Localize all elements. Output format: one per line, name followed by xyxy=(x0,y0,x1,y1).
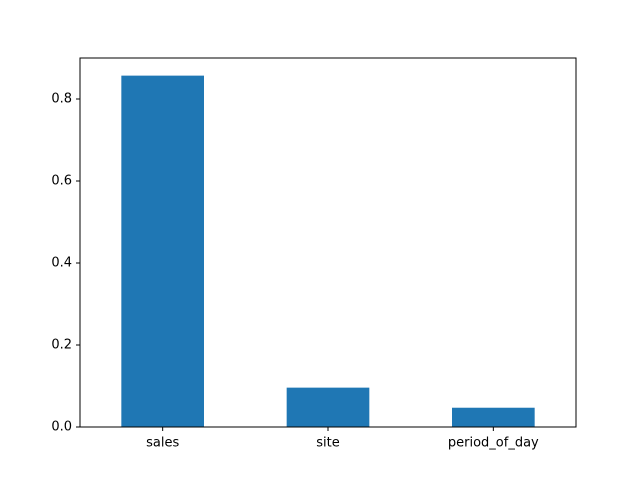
y-tick-label: 0.6 xyxy=(51,174,72,189)
plot-frame xyxy=(79,57,577,428)
bars-group xyxy=(121,75,535,427)
y-tick-label: 0.4 xyxy=(51,256,72,271)
bar-period-of-day xyxy=(452,407,535,427)
y-tick-label: 0.8 xyxy=(51,92,72,107)
x-tick-label-period-of-day: period_of_day xyxy=(448,436,539,451)
bar-sales xyxy=(121,75,204,427)
x-tick-label-sales: sales xyxy=(146,436,179,451)
y-tick-label: 0.0 xyxy=(51,420,72,435)
y-tick-label: 0.2 xyxy=(51,338,72,353)
x-axis: sales site period_of_day xyxy=(146,427,539,451)
bar-site xyxy=(286,387,370,427)
x-tick-label-site: site xyxy=(316,436,339,451)
y-axis: 0.0 0.2 0.4 0.6 0.8 xyxy=(51,92,80,435)
